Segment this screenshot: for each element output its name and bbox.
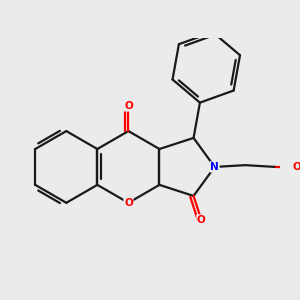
Text: O: O: [124, 101, 133, 111]
Text: O: O: [293, 162, 300, 172]
Text: O: O: [124, 198, 133, 208]
Text: O: O: [197, 215, 206, 225]
Text: N: N: [210, 162, 219, 172]
Text: S: S: [215, 0, 223, 2]
